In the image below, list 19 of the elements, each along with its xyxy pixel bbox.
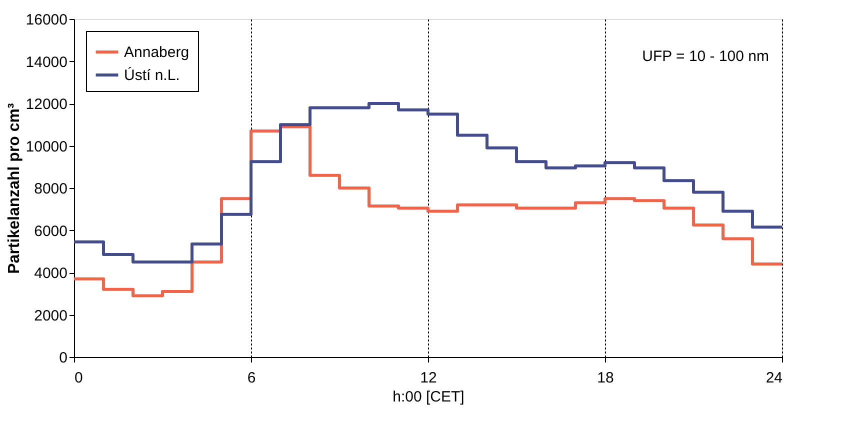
x-tick-label: 18 xyxy=(597,370,614,386)
annotation: UFP = 10 - 100 nm xyxy=(642,48,769,65)
y-tick-label: 4000 xyxy=(34,265,68,282)
y-tick-label: 8000 xyxy=(34,180,68,198)
y-tick-label: 12000 xyxy=(26,96,68,113)
x-tick-label: 24 xyxy=(766,370,782,386)
y-tick-label: 0 xyxy=(59,350,68,366)
x-tick-label: 6 xyxy=(247,370,256,386)
x-axis-title: h:00 [CET] xyxy=(392,388,464,406)
y-tick-label: 2000 xyxy=(34,307,68,324)
y-tick-label: 16000 xyxy=(26,12,68,28)
y-tick-label: 14000 xyxy=(26,54,68,71)
y-tick-label: 6000 xyxy=(34,222,68,240)
legend-label: Ústí n.L. xyxy=(124,66,180,84)
y-tick-label: 10000 xyxy=(26,138,68,156)
y-axis-title: Partikelanzahl pro cm³ xyxy=(6,103,23,274)
x-tick-label: 0 xyxy=(74,370,83,386)
legend-label: Annaberg xyxy=(124,44,190,61)
x-tick-label: 12 xyxy=(420,370,437,386)
